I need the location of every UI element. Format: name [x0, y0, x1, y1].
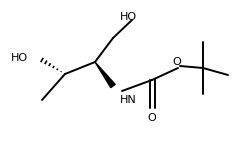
Text: HN: HN: [120, 95, 137, 105]
Text: HO: HO: [120, 12, 137, 22]
Text: HO: HO: [11, 53, 28, 63]
Polygon shape: [95, 62, 115, 88]
Text: O: O: [173, 57, 181, 67]
Text: O: O: [148, 113, 156, 123]
